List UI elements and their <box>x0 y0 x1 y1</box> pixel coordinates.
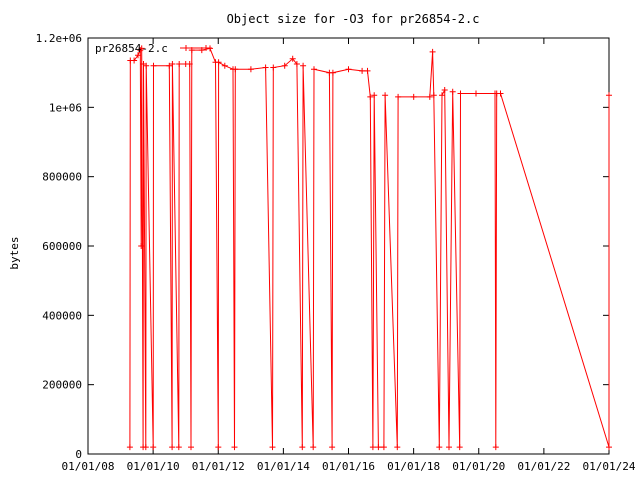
data-point <box>449 88 456 95</box>
y-axis-label: bytes <box>8 236 21 269</box>
x-tick-label: 01/01/14 <box>257 460 310 473</box>
data-point <box>395 93 402 100</box>
data-point <box>135 52 141 59</box>
data-point <box>247 66 254 73</box>
data-point <box>394 444 401 451</box>
data-point <box>269 444 276 451</box>
y-tick-label: 400000 <box>42 309 82 322</box>
x-tick-label: 01/01/10 <box>127 460 180 473</box>
x-tick-label: 01/01/18 <box>387 460 440 473</box>
data-point <box>364 67 371 74</box>
x-tick-label: 01/01/12 <box>192 460 245 473</box>
y-tick-label: 1e+06 <box>49 101 82 114</box>
data-point <box>300 62 307 69</box>
data-point <box>176 61 183 67</box>
data-point <box>473 90 479 97</box>
x-tick-label: 01/01/16 <box>322 460 375 473</box>
data-point <box>188 444 194 451</box>
data-point <box>441 87 448 93</box>
data-point <box>359 67 366 74</box>
data-point <box>430 92 437 99</box>
data-point <box>186 61 193 67</box>
y-tick-label: 200000 <box>42 379 82 392</box>
data-point <box>329 69 336 76</box>
data-point <box>375 444 382 451</box>
data-point <box>380 444 387 451</box>
data-point <box>138 243 145 249</box>
x-tick-label: 01/01/24 <box>583 460 636 473</box>
data-point <box>166 62 173 69</box>
data-point <box>436 444 443 451</box>
data-point <box>410 93 417 100</box>
data-point <box>221 62 228 69</box>
data-point <box>169 61 176 67</box>
data-point <box>345 66 352 73</box>
axis-ticks: 0 200000 400000 600000 800000 1e+06 1.2e+06 01/… <box>36 32 636 473</box>
data-point <box>497 90 504 97</box>
data-point <box>169 444 176 451</box>
data-point <box>456 444 463 451</box>
data-point <box>150 444 157 451</box>
x-tick-label: 01/01/08 <box>62 460 115 473</box>
chart-title: Object size for -O3 for pr26854-2.c <box>227 12 480 26</box>
legend-label: pr26854-2.c <box>95 42 168 55</box>
data-point <box>457 90 464 97</box>
legend-marker <box>203 45 209 51</box>
y-tick-label: 600000 <box>42 240 82 253</box>
data-point <box>150 62 157 69</box>
data-point <box>367 93 374 100</box>
data-point <box>175 444 182 451</box>
data-point <box>142 444 149 451</box>
data-point <box>293 61 300 67</box>
legend-marker <box>183 45 189 51</box>
data-point <box>606 444 612 451</box>
data-point <box>439 92 445 99</box>
y-tick-label: 1.2e+06 <box>36 32 82 45</box>
data-point <box>138 45 145 52</box>
data-point <box>215 444 222 451</box>
data-point <box>126 444 133 451</box>
data-point <box>426 93 433 100</box>
data-point <box>231 444 238 451</box>
data-point <box>281 62 288 69</box>
plot-frame <box>87 37 610 455</box>
data-point <box>232 66 239 73</box>
series-layer <box>126 45 612 451</box>
data-point <box>329 444 336 451</box>
data-point <box>382 92 389 99</box>
y-tick-label: 0 <box>75 448 82 461</box>
legend: pr26854-2.c <box>95 42 212 55</box>
data-point <box>446 444 452 451</box>
data-point <box>311 66 317 73</box>
y-tick-label: 800000 <box>42 171 82 184</box>
series-line <box>129 47 610 448</box>
data-point <box>299 444 306 451</box>
data-point <box>143 62 150 69</box>
data-point <box>262 64 269 71</box>
data-point <box>369 444 376 451</box>
x-tick-label: 01/01/22 <box>517 460 570 473</box>
data-point <box>429 48 436 55</box>
data-point <box>289 55 296 62</box>
data-point <box>270 64 277 71</box>
data-point <box>492 444 499 451</box>
x-tick-label: 01/01/20 <box>452 460 505 473</box>
data-point <box>215 59 222 66</box>
data-point <box>606 92 612 99</box>
data-point <box>371 92 378 99</box>
data-point <box>310 444 317 451</box>
data-point <box>131 57 138 64</box>
